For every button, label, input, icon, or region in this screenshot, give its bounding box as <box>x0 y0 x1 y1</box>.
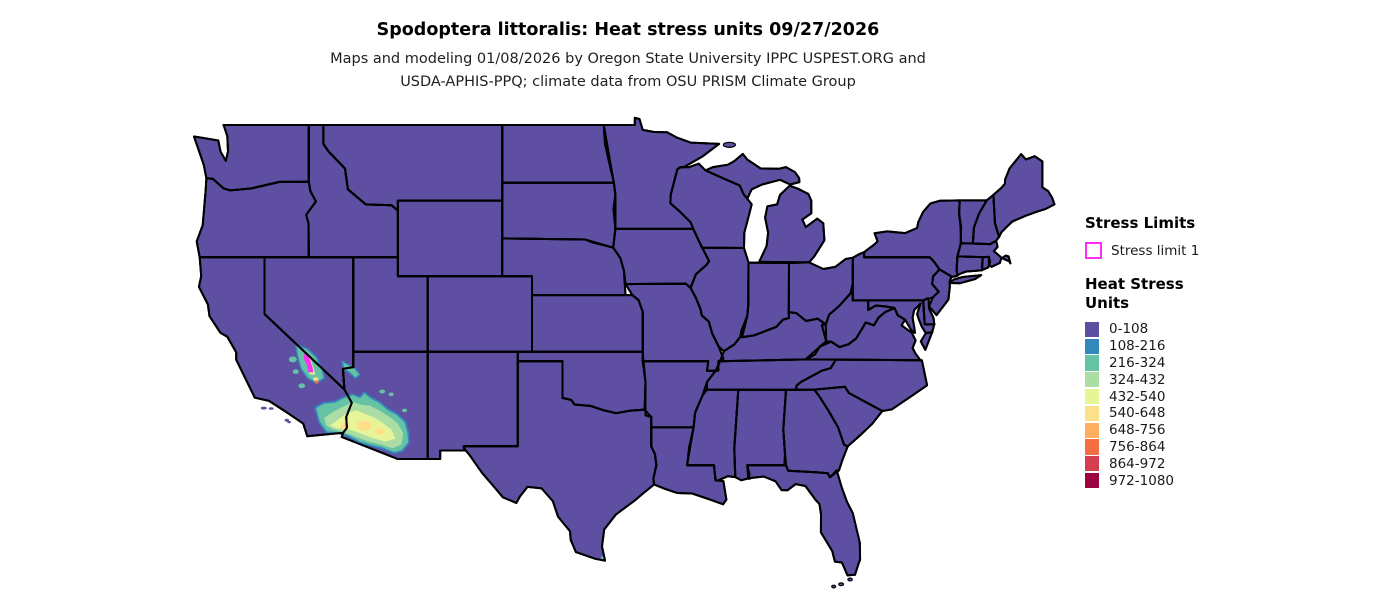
legend-swatch <box>1085 338 1099 354</box>
legend-item: 648-756 <box>1085 422 1385 439</box>
legend-swatch <box>1085 405 1099 421</box>
stress-limit-item: Stress limit 1 <box>1085 242 1385 259</box>
legend-swatch <box>1085 321 1099 337</box>
stress-limit-label: Stress limit 1 <box>1111 242 1200 259</box>
legend-item: 972-1080 <box>1085 472 1385 489</box>
legend-swatch <box>1085 472 1099 489</box>
stress-limit-swatch <box>1085 242 1102 259</box>
legend-item: 108-216 <box>1085 338 1385 355</box>
legend: Stress Limits Stress limit 1 Heat Stress… <box>1085 214 1385 489</box>
subtitle-line-2: USDA-APHIS-PPQ; climate data from OSU PR… <box>400 73 856 90</box>
page-subtitle: Maps and modeling 01/08/2026 by Oregon S… <box>28 48 1228 93</box>
legend-label: 108-216 <box>1109 338 1166 355</box>
stress-limits-title: Stress Limits <box>1085 214 1196 232</box>
page-title: Spodoptera littoralis: Heat stress units… <box>376 20 880 40</box>
legend-label: 972-1080 <box>1109 472 1174 489</box>
legend-item: 432-540 <box>1085 388 1385 405</box>
legend-item: 216-324 <box>1085 355 1385 372</box>
legend-label: 756-864 <box>1109 438 1166 455</box>
subtitle-line-1: Maps and modeling 01/08/2026 by Oregon S… <box>330 51 926 67</box>
legend-label: 0-108 <box>1109 321 1149 338</box>
legend-item: 864-972 <box>1085 455 1385 472</box>
legend-swatch <box>1085 372 1099 388</box>
legend-item: 0-108 <box>1085 321 1385 338</box>
heat-stress-units-title: Heat Stress Units <box>1085 275 1385 313</box>
hsu-legend-items: 0-108 108-216 216-324 324-432 432-540 540-648… <box>1085 321 1385 489</box>
heat-title-line-1: Heat Stress <box>1085 275 1184 293</box>
legend-swatch <box>1085 422 1099 438</box>
legend-label: 540-648 <box>1109 405 1166 422</box>
heat-title-line-2: Units <box>1085 294 1130 312</box>
legend-item: 324-432 <box>1085 371 1385 388</box>
legend-item: 540-648 <box>1085 405 1385 422</box>
legend-item: 756-864 <box>1085 439 1385 456</box>
title-block: Spodoptera littoralis: Heat stress units… <box>28 18 1228 93</box>
legend-label: 216-324 <box>1109 354 1166 371</box>
legend-label: 864-972 <box>1109 455 1166 472</box>
legend-swatch <box>1085 388 1099 405</box>
legend-label: 324-432 <box>1109 371 1166 388</box>
legend-swatch <box>1085 439 1099 455</box>
legend-label: 432-540 <box>1109 388 1166 405</box>
legend-swatch <box>1085 355 1099 371</box>
legend-label: 648-756 <box>1109 422 1166 439</box>
legend-swatch <box>1085 456 1099 472</box>
